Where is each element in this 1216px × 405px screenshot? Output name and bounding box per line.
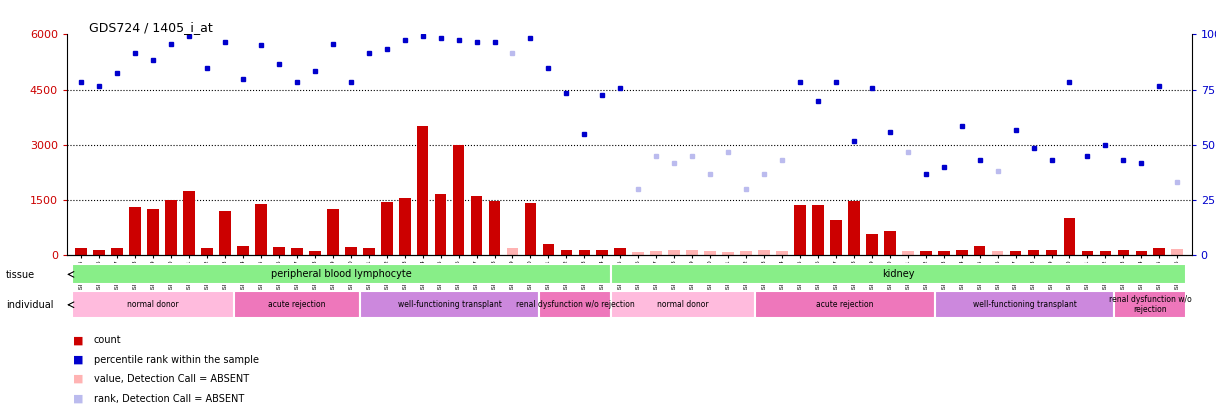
Bar (399, 198, 411, 255)
Bar (1046, 250, 1058, 255)
Bar (632, 252, 644, 255)
Bar (452, 145, 465, 255)
Bar (72, 291, 233, 318)
Bar (112, 248, 123, 255)
Text: rank, Detection Call = ABSENT: rank, Detection Call = ABSENT (94, 394, 244, 403)
Bar (201, 248, 213, 255)
Bar (345, 247, 356, 255)
Text: normal donor: normal donor (128, 300, 179, 309)
Bar (938, 251, 950, 255)
Bar (612, 264, 1187, 284)
Bar (614, 248, 626, 255)
Bar (507, 248, 518, 255)
Bar (755, 291, 935, 318)
Bar (1154, 248, 1165, 255)
Text: well-functioning transplant: well-functioning transplant (398, 300, 501, 309)
Bar (831, 220, 841, 255)
Bar (1064, 218, 1075, 255)
Bar (848, 201, 860, 255)
Bar (129, 207, 141, 255)
Bar (327, 209, 338, 255)
Bar (759, 250, 770, 255)
Bar (612, 291, 755, 318)
Text: ■: ■ (73, 335, 84, 345)
Bar (524, 202, 536, 255)
Bar (866, 234, 878, 255)
Text: ■: ■ (73, 394, 84, 403)
Bar (274, 247, 285, 255)
Bar (935, 291, 1114, 318)
Bar (1136, 252, 1147, 255)
Bar (540, 291, 612, 318)
Bar (360, 291, 540, 318)
Bar (75, 248, 88, 255)
Bar (417, 126, 428, 255)
Bar (147, 209, 159, 255)
Bar (362, 248, 375, 255)
Text: individual: individual (6, 300, 54, 309)
Text: ■: ■ (73, 374, 84, 384)
Bar (992, 252, 1003, 255)
Text: normal donor: normal donor (658, 300, 709, 309)
Bar (579, 250, 590, 255)
Bar (1118, 250, 1130, 255)
Bar (1028, 250, 1040, 255)
Text: tissue: tissue (6, 270, 35, 279)
Bar (1081, 251, 1093, 255)
Bar (776, 252, 788, 255)
Bar (651, 251, 662, 255)
Bar (1009, 251, 1021, 255)
Bar (794, 205, 806, 255)
Bar (381, 202, 393, 255)
Text: GDS724 / 1405_i_at: GDS724 / 1405_i_at (90, 21, 213, 34)
Bar (669, 250, 680, 255)
Bar (471, 196, 483, 255)
Bar (489, 201, 500, 255)
Text: ■: ■ (73, 355, 84, 364)
Bar (1171, 249, 1183, 255)
Bar (233, 291, 360, 318)
Bar (219, 211, 231, 255)
Bar (561, 249, 573, 255)
Bar (974, 246, 985, 255)
Text: renal dysfunction w/o rejection: renal dysfunction w/o rejection (516, 300, 635, 309)
Bar (812, 205, 823, 255)
Bar (884, 231, 896, 255)
Bar (704, 251, 716, 255)
Bar (542, 244, 554, 255)
Bar (741, 252, 751, 255)
Bar (165, 200, 178, 255)
Bar (237, 246, 249, 255)
Bar (722, 252, 734, 255)
Text: well-functioning transplant: well-functioning transplant (973, 300, 1076, 309)
Text: acute rejection: acute rejection (816, 300, 873, 309)
Bar (291, 248, 303, 255)
Bar (255, 205, 266, 255)
Bar (72, 264, 612, 284)
Bar (94, 249, 105, 255)
Text: acute rejection: acute rejection (268, 300, 326, 309)
Text: value, Detection Call = ABSENT: value, Detection Call = ABSENT (94, 374, 249, 384)
Text: kidney: kidney (883, 269, 916, 279)
Bar (309, 251, 321, 255)
Text: count: count (94, 335, 122, 345)
Bar (956, 250, 968, 255)
Bar (597, 249, 608, 255)
Bar (1099, 252, 1111, 255)
Bar (184, 191, 195, 255)
Bar (921, 251, 931, 255)
Bar (902, 252, 913, 255)
Text: percentile rank within the sample: percentile rank within the sample (94, 355, 259, 364)
Text: peripheral blood lymphocyte: peripheral blood lymphocyte (271, 269, 412, 279)
Bar (686, 250, 698, 255)
Bar (1114, 291, 1187, 318)
Text: renal dysfunction w/o
rejection: renal dysfunction w/o rejection (1109, 295, 1192, 314)
Bar (435, 194, 446, 255)
